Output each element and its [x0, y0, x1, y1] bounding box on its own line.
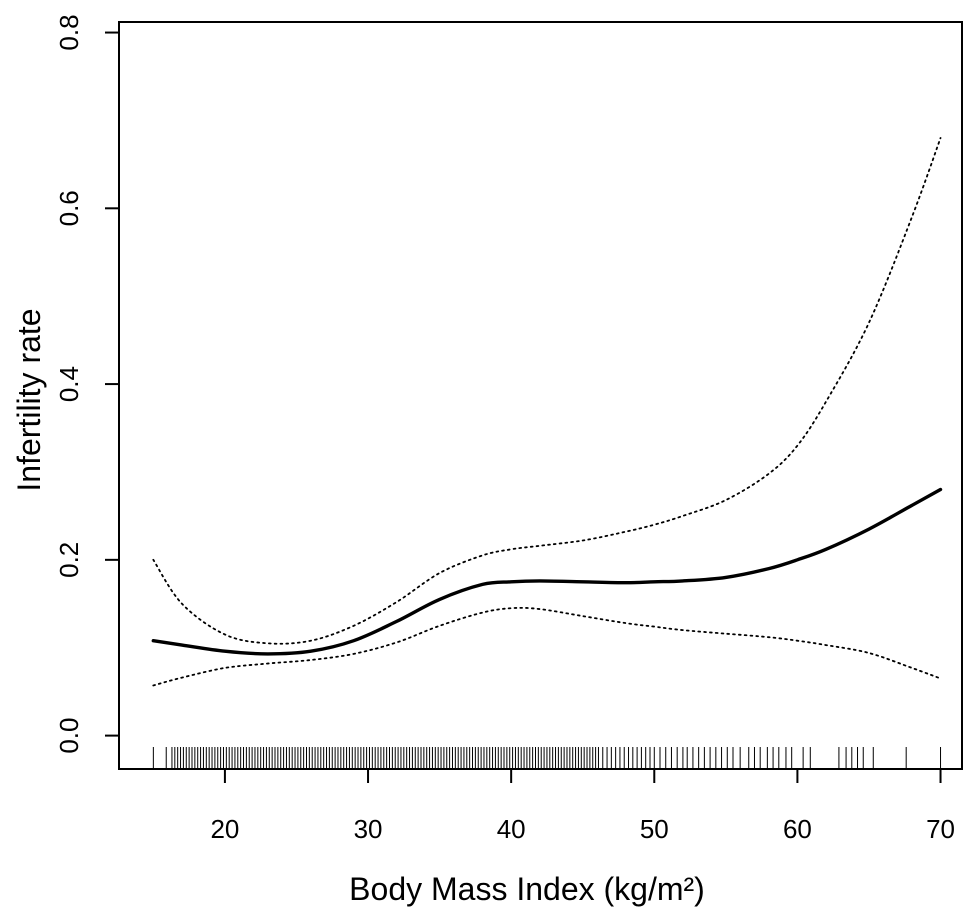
confidence-band-lines — [152, 137, 942, 687]
x-tick-label: 30 — [354, 814, 383, 844]
y-tick-label: 0.6 — [54, 190, 84, 226]
x-tick-label: 60 — [783, 814, 812, 844]
estimate-line-group — [151, 487, 943, 656]
series-line-upper-ci — [152, 137, 942, 645]
y-tick-label: 0.0 — [54, 718, 84, 754]
y-tick-label: 0.8 — [54, 14, 84, 50]
rug-marks — [152, 747, 942, 769]
y-axis: 0.0 0.2 0.4 0.6 0.8 — [54, 14, 120, 754]
y-tick-label: 0.2 — [54, 542, 84, 578]
x-axis: 20 30 40 50 60 70 — [210, 768, 955, 844]
x-axis-title: Body Mass Index (kg/m²) — [349, 871, 705, 907]
plot-frame — [118, 21, 963, 770]
series-line-lower-ci — [152, 606, 942, 687]
x-tick-label: 20 — [210, 814, 239, 844]
x-tick-label: 50 — [640, 814, 669, 844]
series-line-estimate — [151, 487, 943, 656]
y-tick-label: 0.4 — [54, 366, 84, 402]
y-axis-title: Infertility rate — [11, 308, 47, 491]
x-tick-label: 40 — [497, 814, 526, 844]
x-tick-label: 70 — [926, 814, 955, 844]
